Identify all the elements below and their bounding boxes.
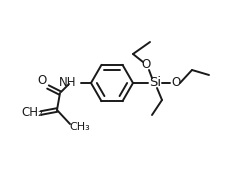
Text: O: O xyxy=(171,76,181,89)
Text: Si: Si xyxy=(149,76,161,89)
Text: CH₂: CH₂ xyxy=(21,107,43,120)
Text: CH₃: CH₃ xyxy=(70,122,90,132)
Text: NH: NH xyxy=(59,76,76,89)
Text: O: O xyxy=(141,57,151,70)
Text: O: O xyxy=(37,75,47,88)
